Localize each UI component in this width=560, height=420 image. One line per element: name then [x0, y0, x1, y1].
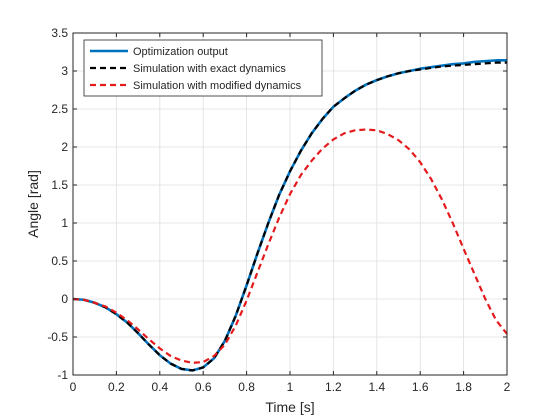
- legend-label-modified-dynamics: Simulation with modified dynamics: [133, 80, 302, 92]
- y-tick-label: 0.5: [51, 254, 68, 268]
- x-tick-label: 0.6: [195, 380, 212, 394]
- x-tick-label: 0: [70, 380, 77, 394]
- series-line-modified-dynamics: [72, 128, 508, 364]
- x-tick-label: 0.2: [108, 380, 125, 394]
- series-line-exact-dynamics: [72, 61, 507, 372]
- x-tick-label: 2: [504, 380, 511, 394]
- y-tick-label: 3.5: [51, 26, 68, 40]
- x-tick-label: 1.4: [368, 380, 385, 394]
- y-tick-label: 1: [61, 216, 68, 230]
- x-tick-label: 1.6: [412, 380, 429, 394]
- y-tick-label: -0.5: [47, 330, 68, 344]
- tick-labels: 0 0.2 0.4 0.6 0.8 1 1.2 1.4 1.6 1.8 2 -1 -0.5 0 0.5 1 1.…: [47, 26, 510, 394]
- y-tick-label: 2.5: [51, 102, 68, 116]
- ticks: [72, 32, 508, 376]
- legend: Optimization output Simulation with exac…: [83, 39, 323, 97]
- series-group: [72, 59, 508, 372]
- y-tick-label: 0: [61, 292, 68, 306]
- x-tick-label: 1: [287, 380, 294, 394]
- y-tick-label: 2: [61, 140, 68, 154]
- x-axis-label: Time [s]: [265, 399, 314, 415]
- y-tick-label: 3: [61, 64, 68, 78]
- x-tick-label: 1.8: [455, 380, 472, 394]
- y-axis-label: Angle [rad]: [25, 170, 41, 238]
- y-tick-label: 1.5: [51, 178, 68, 192]
- x-tick-label: 0.8: [238, 380, 255, 394]
- legend-label-exact-dynamics: Simulation with exact dynamics: [133, 63, 286, 75]
- y-tick-label: -1: [57, 368, 68, 382]
- x-tick-label: 1.2: [325, 380, 342, 394]
- x-tick-label: 0.4: [151, 380, 168, 394]
- legend-label-optimization-output: Optimization output: [133, 46, 228, 58]
